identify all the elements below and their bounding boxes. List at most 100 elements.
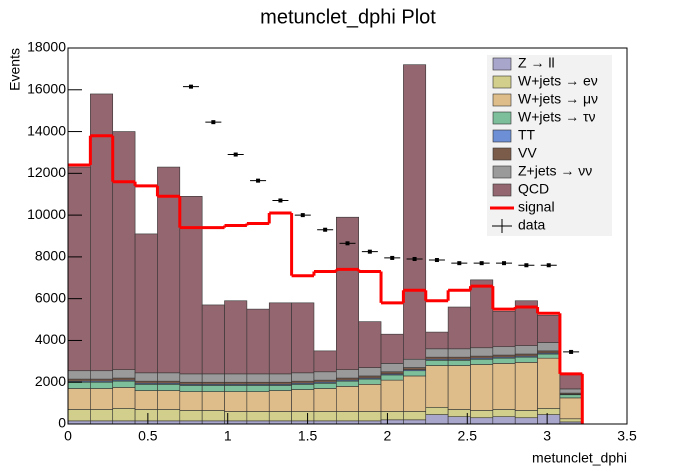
bar-segment (224, 300, 248, 375)
bar-segment (470, 279, 494, 349)
bar-segment (470, 364, 494, 411)
bar-segment (514, 362, 538, 411)
y-axis-label: Events (7, 48, 23, 91)
legend-label: data (518, 217, 545, 233)
bar-segment (559, 418, 583, 423)
bar-segment (380, 374, 404, 381)
bar-segment (291, 389, 315, 412)
bar-segment (514, 345, 538, 355)
x-tick-label: 0.5 (138, 428, 158, 444)
bar-segment (246, 411, 270, 422)
bar-segment (134, 233, 158, 374)
bar-segment (157, 380, 181, 384)
y-tick-label: 4000 (35, 331, 66, 347)
bar-segment (492, 310, 516, 348)
bar-segment (380, 411, 404, 421)
legend-label: Z+jets → νν (518, 163, 592, 179)
bar-segment (559, 394, 583, 399)
bar-segment (157, 384, 181, 391)
bar-segment (291, 302, 315, 374)
x-tick-label: 1 (224, 428, 232, 444)
bar-segment (425, 365, 449, 408)
y-tick-label: 8000 (35, 248, 66, 264)
bar-segment (313, 382, 337, 389)
bar-segment (447, 306, 471, 350)
bar-segment (90, 378, 114, 382)
bar-segment (425, 348, 449, 358)
bar-segment (112, 377, 136, 381)
legend-swatch (492, 129, 512, 143)
bar-segment (67, 409, 91, 422)
bar-segment (380, 363, 404, 373)
legend-swatch (492, 57, 512, 71)
bar-segment (246, 381, 270, 385)
data-point (300, 213, 305, 218)
bar-segment (336, 380, 359, 387)
bar-segment (492, 346, 516, 356)
bar-segment (112, 380, 136, 388)
bar-segment (425, 356, 449, 360)
bar-segment (90, 370, 114, 380)
bar-segment (336, 386, 359, 412)
bar-segment (201, 391, 225, 411)
bar-segment (358, 375, 382, 379)
bar-segment (492, 409, 516, 417)
bar-segment (268, 411, 292, 422)
legend: Z → ll W+jets → eν W+jets → μν W+jets → τν T… (487, 55, 612, 236)
bar-segment (492, 416, 516, 425)
data-point (412, 256, 417, 261)
bar-segment (313, 379, 337, 383)
data-point (345, 241, 350, 246)
bar-segment (201, 385, 225, 392)
bar-segment (492, 357, 516, 364)
bar-segment (537, 357, 561, 409)
y-tick-label: 16000 (27, 80, 66, 96)
bar-segment (224, 381, 248, 385)
data-point (479, 261, 484, 266)
legend-swatch (492, 111, 512, 125)
bar-segment (291, 372, 315, 382)
bar-segment (492, 363, 516, 410)
x-tick-label: 1.5 (298, 428, 318, 444)
bar-segment (425, 359, 449, 366)
bar-segment (224, 391, 248, 412)
legend-swatch (492, 165, 512, 179)
bar-segment (403, 358, 427, 368)
bar-segment (268, 390, 292, 412)
bar-segment (336, 216, 359, 370)
data-point (323, 227, 328, 232)
bar-segment (67, 378, 91, 382)
bar-segment (537, 342, 561, 352)
bar-segment (157, 390, 181, 410)
legend-label: signal (518, 199, 555, 215)
bar-segment (90, 388, 114, 410)
bar-segment (559, 388, 583, 394)
bar-segment (134, 372, 158, 382)
bar-segment (112, 131, 136, 370)
bar-segment (358, 378, 382, 385)
data-point (524, 263, 529, 268)
bar-segment (358, 321, 382, 368)
bar-segment (537, 315, 561, 343)
bar-segment (514, 356, 538, 363)
bar-segment (380, 379, 404, 412)
bar-segment (157, 409, 181, 422)
data-point (256, 178, 261, 183)
bar-segment (403, 64, 427, 360)
data-point (211, 120, 216, 125)
bar-segment (514, 410, 538, 419)
data-point (367, 249, 372, 254)
bar-segment (134, 380, 158, 384)
bar-segment (224, 385, 248, 392)
data-point (502, 261, 507, 266)
data-point (457, 261, 462, 266)
bar-segment (470, 355, 494, 359)
bar-segment (336, 369, 359, 379)
bar-segment (246, 385, 270, 392)
data-point (434, 258, 439, 263)
legend-label: VV (518, 145, 537, 161)
bar-segment (537, 350, 561, 354)
bar-segment (425, 331, 449, 350)
bar-segment (537, 414, 561, 425)
